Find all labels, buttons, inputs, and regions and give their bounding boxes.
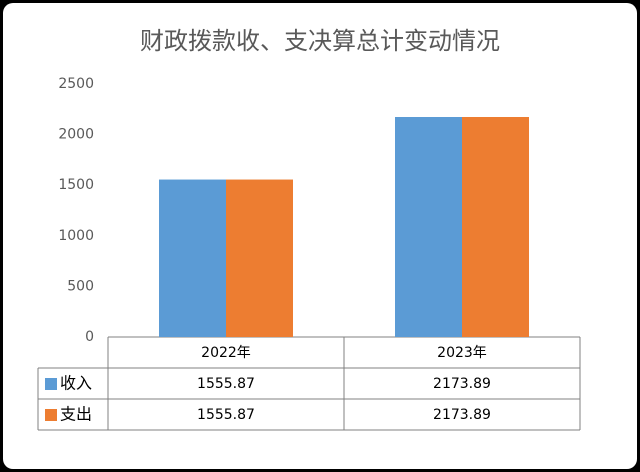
y-tick-label: 1000: [58, 228, 94, 244]
table-value: 1555.87: [197, 407, 255, 423]
chart-title: 财政拨款收、支决算总计变动情况: [140, 27, 500, 55]
table-value: 2173.89: [433, 407, 491, 423]
legend-key: [45, 409, 57, 421]
legend-label: 支出: [60, 405, 92, 424]
legend-key: [45, 378, 57, 390]
x-tick-label: 2022年: [201, 345, 251, 361]
bar: [462, 117, 529, 337]
y-tick-label: 0: [85, 329, 94, 345]
bar: [226, 179, 293, 337]
table-value: 1555.87: [197, 376, 255, 392]
x-tick-label: 2023年: [437, 345, 487, 361]
y-tick-label: 2000: [58, 127, 94, 143]
y-tick-label: 500: [67, 278, 94, 294]
y-tick-label: 1500: [58, 177, 94, 193]
bar: [395, 117, 462, 337]
table-value: 2173.89: [433, 376, 491, 392]
y-tick-label: 2500: [58, 76, 94, 92]
bar: [159, 179, 226, 337]
legend-label: 收入: [60, 374, 92, 393]
